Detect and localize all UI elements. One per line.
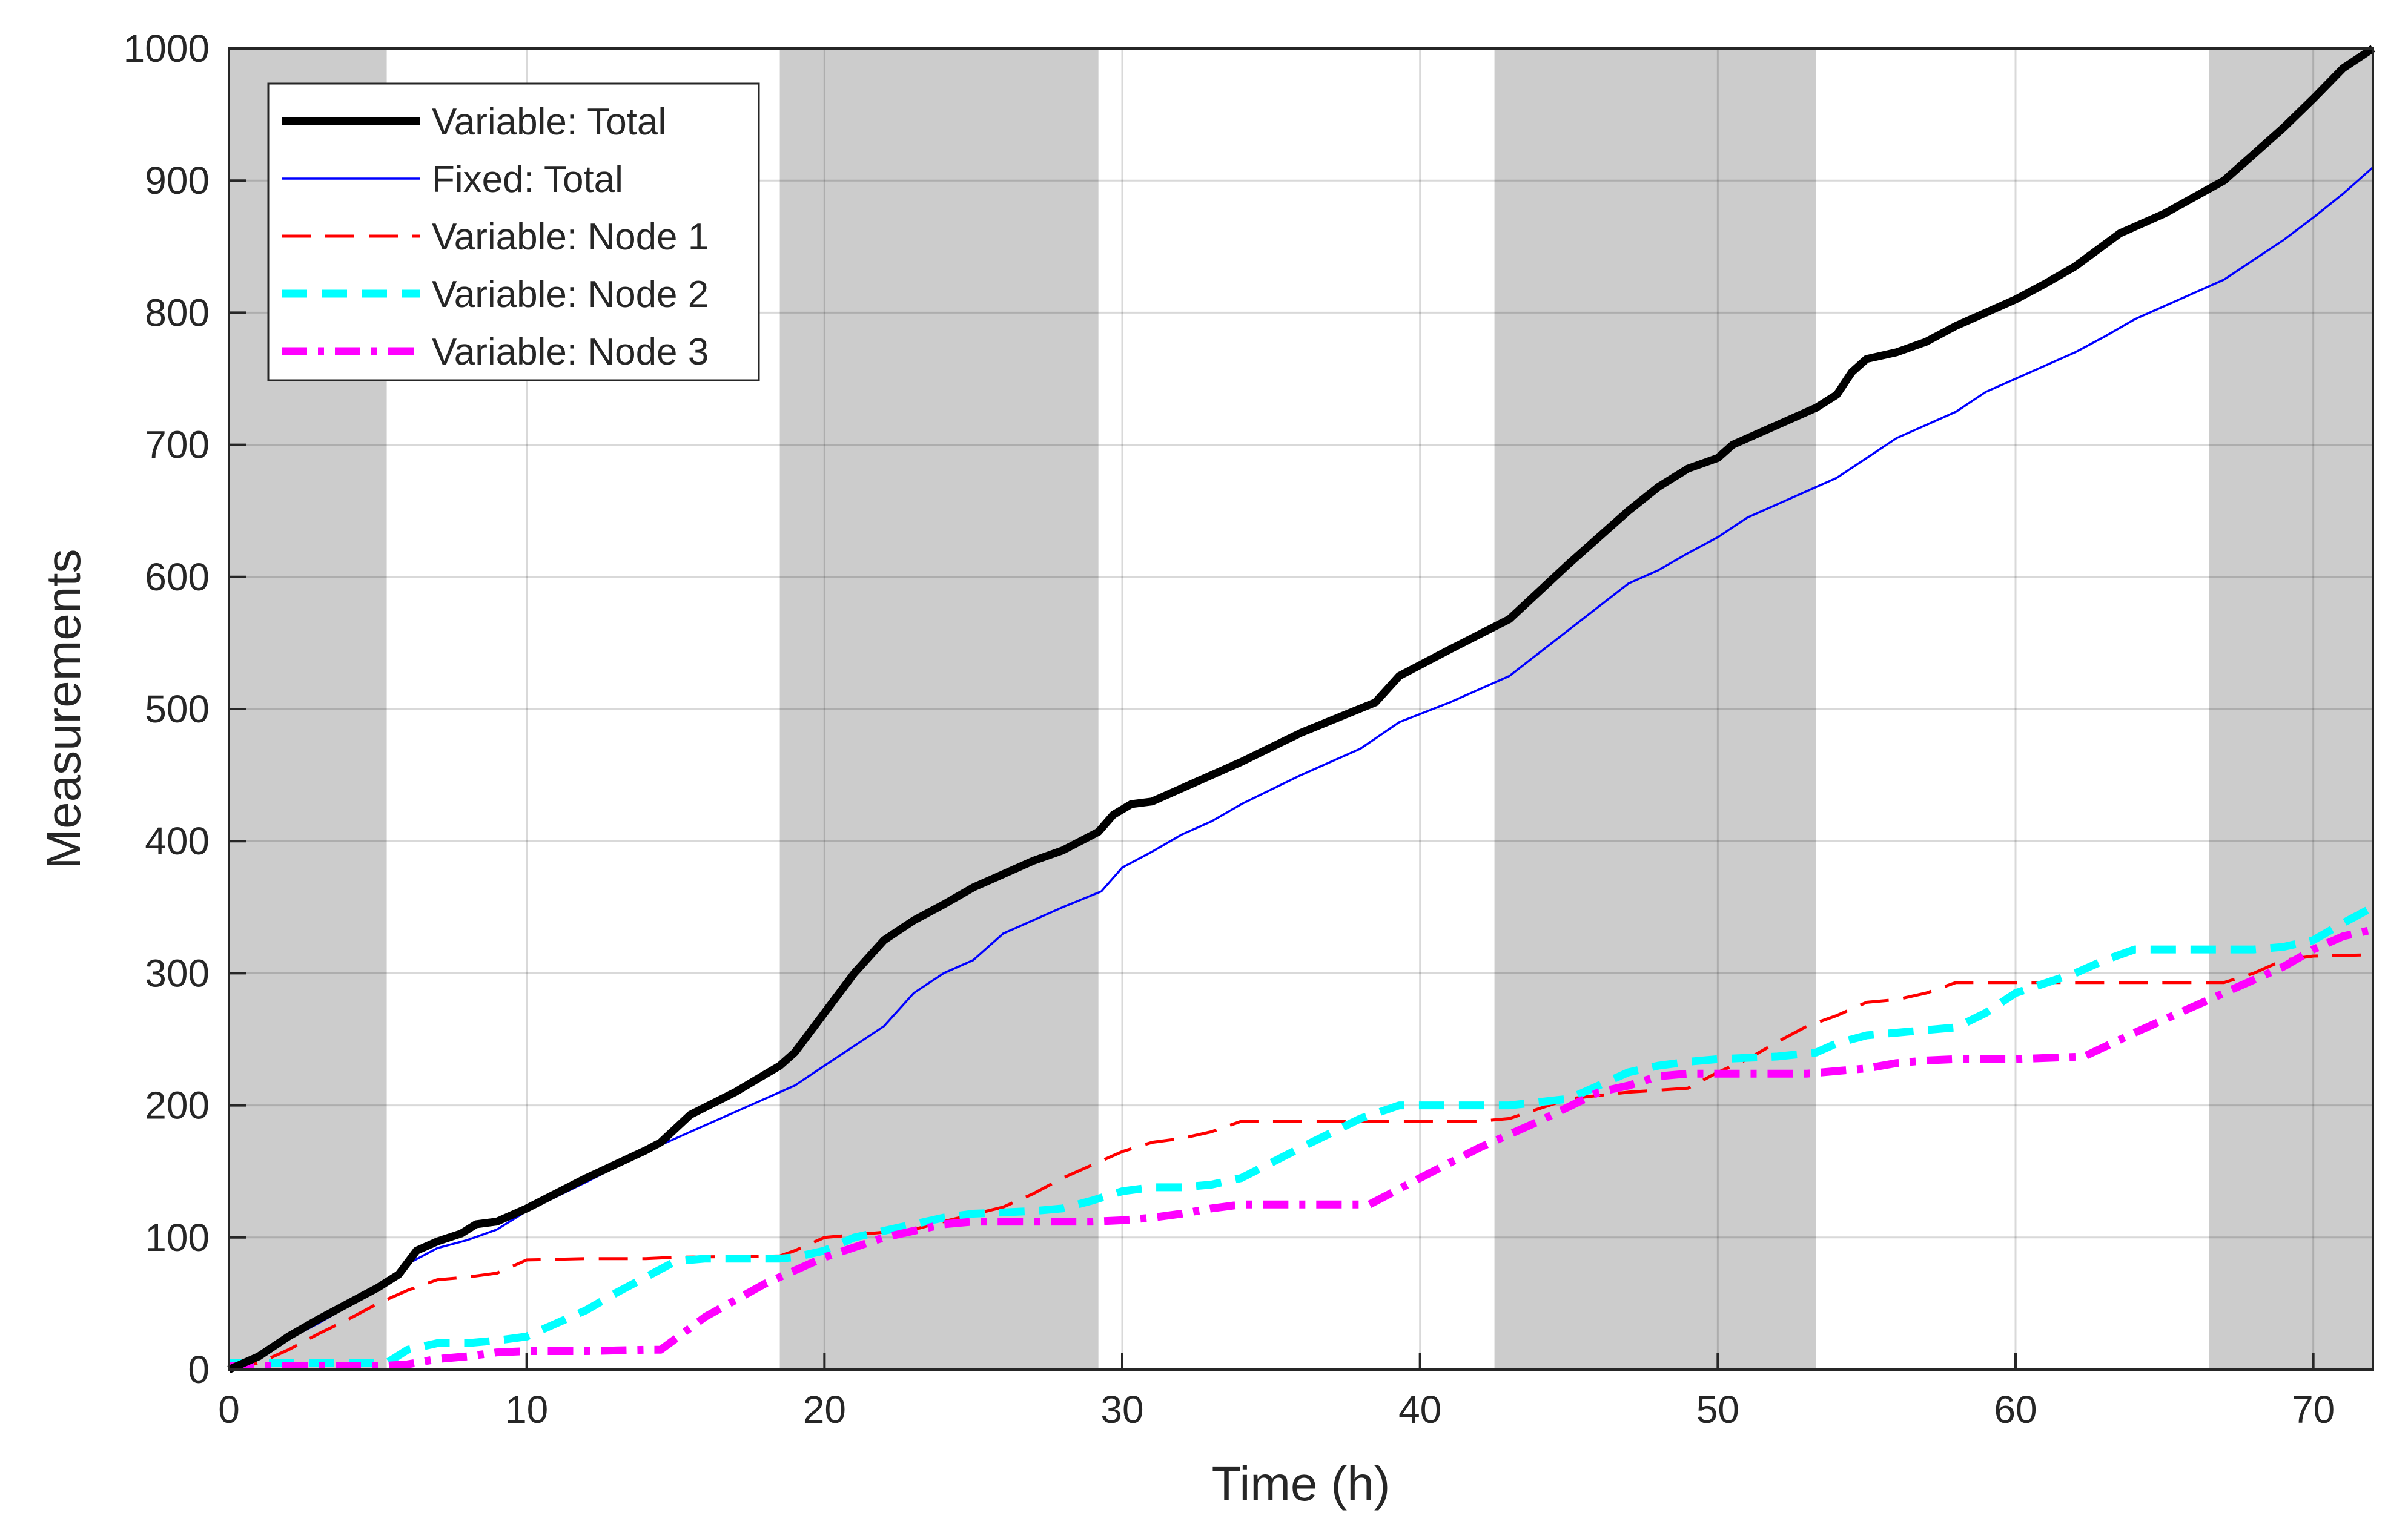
legend-label-2: Fixed: Total bbox=[432, 159, 623, 200]
y-tick-label-600: 600 bbox=[145, 555, 210, 599]
y-tick-label-1000: 1000 bbox=[124, 27, 210, 70]
legend-box bbox=[267, 82, 760, 381]
y-tick-label-500: 500 bbox=[145, 687, 210, 731]
y-tick-label-300: 300 bbox=[145, 951, 210, 995]
x-tick-label-20: 20 bbox=[803, 1388, 846, 1431]
x-tick-label-10: 10 bbox=[505, 1388, 548, 1431]
axis-ticks: 0 10 20 30 40 50 60 700100200300400500600700800… bbox=[124, 27, 2335, 1431]
series-line-5 bbox=[229, 926, 2374, 1370]
y-tick-label-800: 800 bbox=[145, 291, 210, 334]
shaded-interval-2 bbox=[779, 48, 1099, 1370]
series-line-4 bbox=[229, 903, 2375, 1367]
x-tick-label-40: 40 bbox=[1398, 1388, 1441, 1431]
x-tick-label-50: 50 bbox=[1696, 1388, 1739, 1431]
y-tick-label-700: 700 bbox=[145, 423, 210, 467]
y-tick-label-200: 200 bbox=[145, 1084, 210, 1127]
y-axis-label: Measurements bbox=[36, 549, 90, 869]
x-axis-label: Time (h) bbox=[1212, 1457, 1391, 1511]
x-tick-label-30: 30 bbox=[1100, 1388, 1143, 1431]
legend-label-4: Variable: Node 2 bbox=[432, 274, 709, 315]
series-lines bbox=[227, 45, 2375, 1373]
series-line-3 bbox=[228, 953, 2373, 1371]
x-tick-label-70: 70 bbox=[2292, 1388, 2335, 1431]
shaded-interval-4 bbox=[2209, 48, 2373, 1370]
x-tick-label-0: 0 bbox=[218, 1388, 240, 1431]
legend-label-5: Variable: Node 3 bbox=[432, 331, 709, 373]
legend-label-3: Variable: Node 1 bbox=[432, 216, 709, 258]
y-tick-label-0: 0 bbox=[188, 1348, 210, 1391]
y-tick-label-100: 100 bbox=[145, 1216, 210, 1259]
series-line-1 bbox=[227, 45, 2375, 1373]
x-tick-label-60: 60 bbox=[1994, 1388, 2037, 1431]
y-tick-label-900: 900 bbox=[145, 159, 210, 202]
legend-label-1: Variable: Total bbox=[432, 101, 666, 143]
shaded-interval-3 bbox=[1494, 48, 1816, 1370]
legend: Variable: Total Fixed: Total Variable: Nod… bbox=[267, 82, 760, 381]
y-tick-label-400: 400 bbox=[145, 819, 210, 863]
